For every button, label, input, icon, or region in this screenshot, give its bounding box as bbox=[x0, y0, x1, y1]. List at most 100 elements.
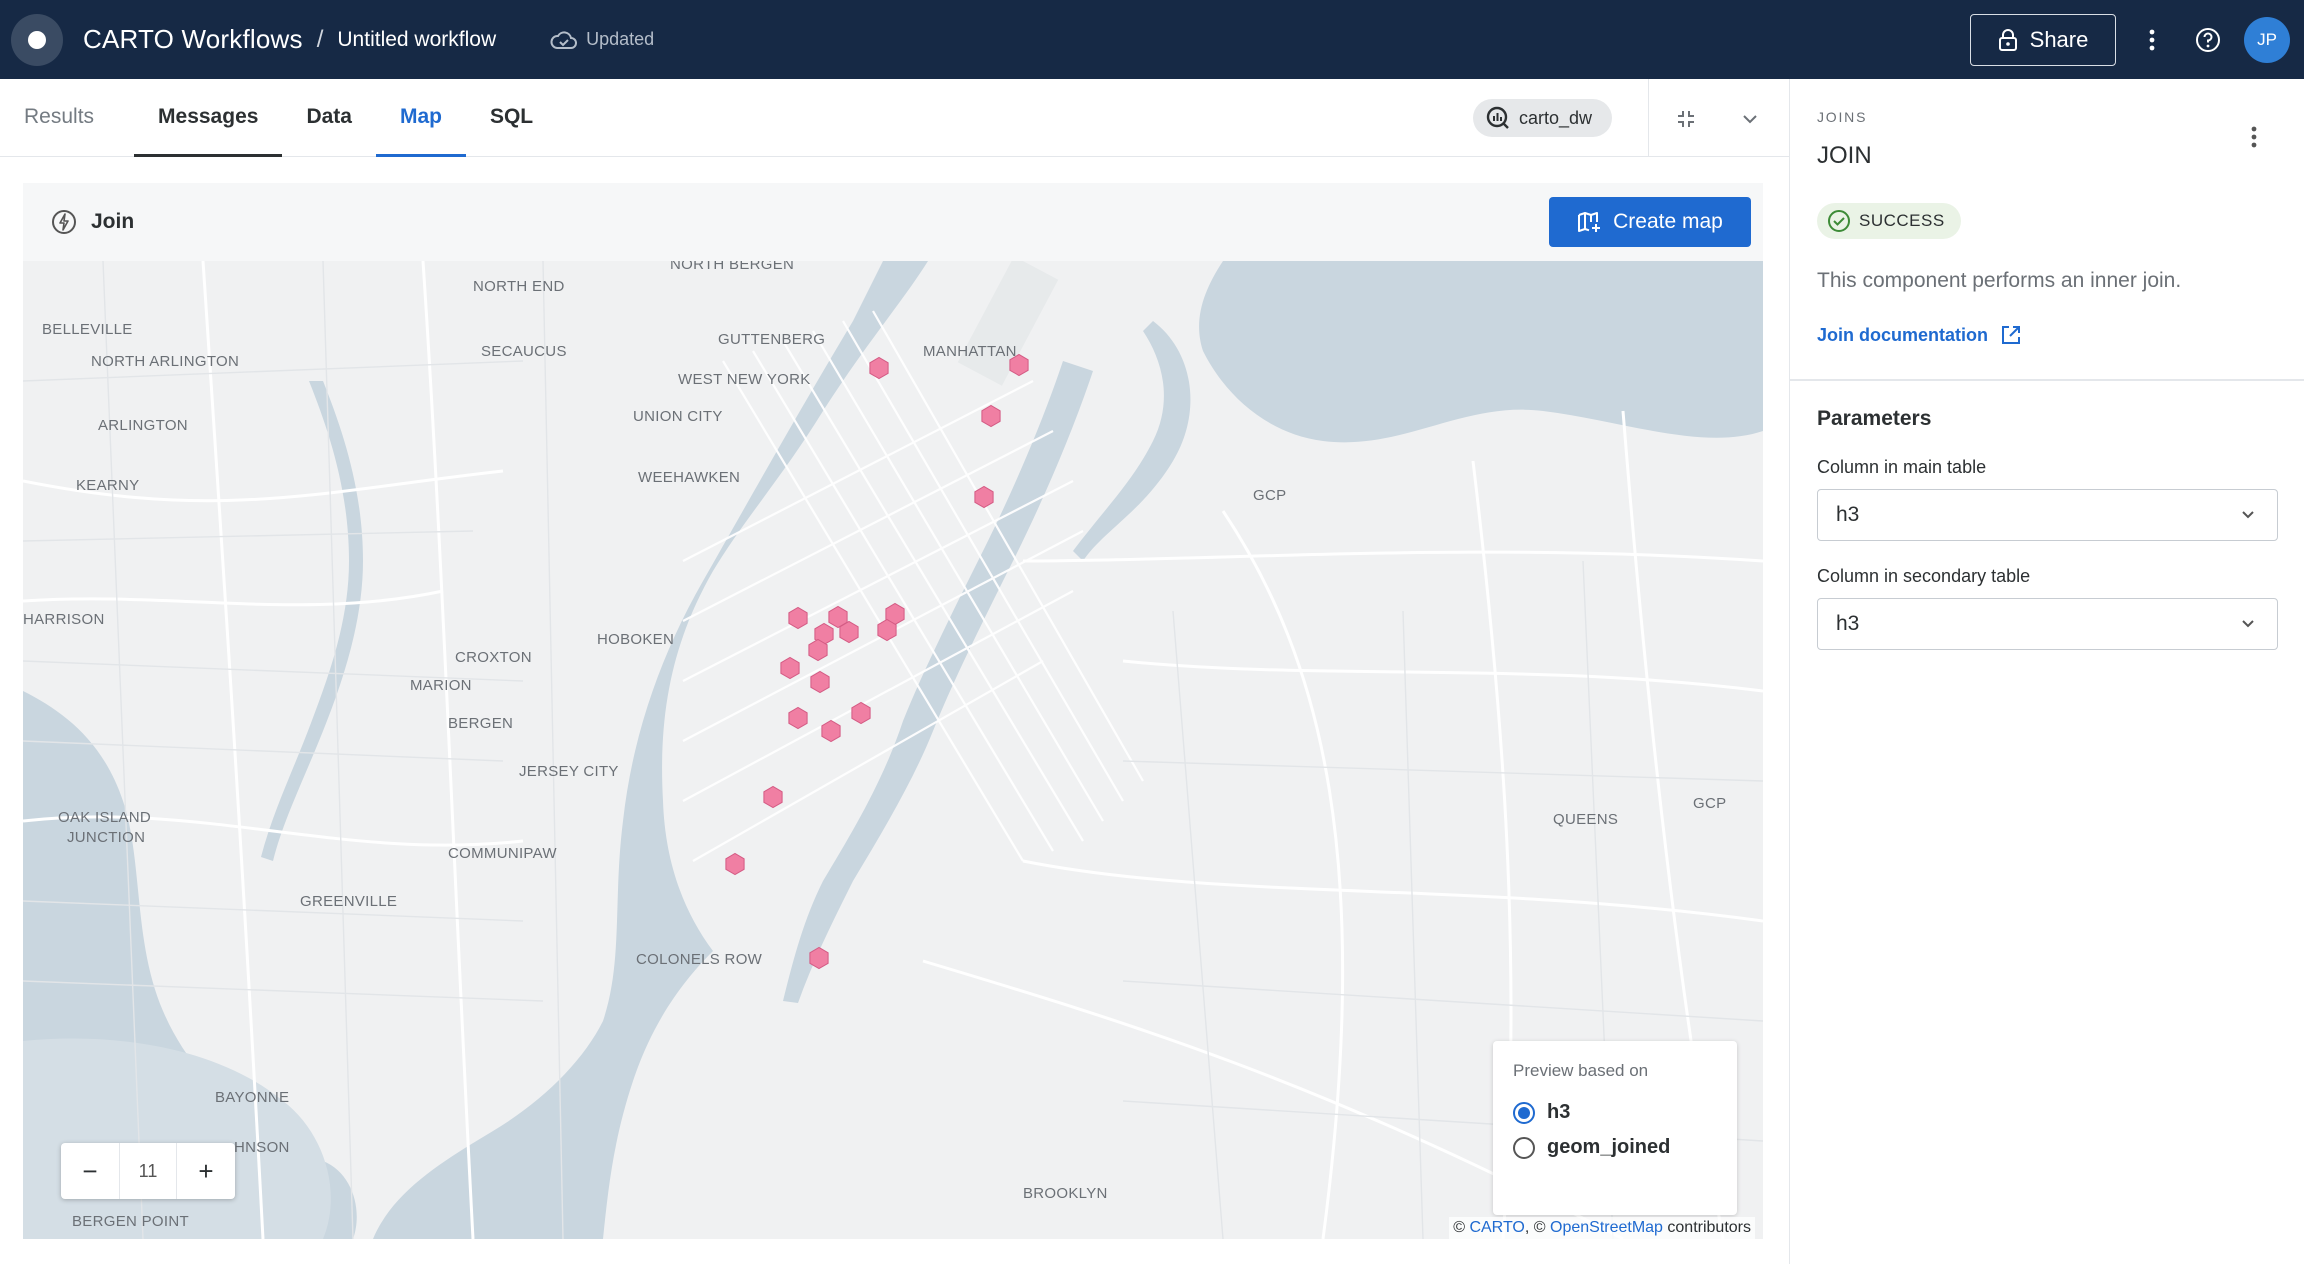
h3-hexagon[interactable] bbox=[810, 670, 830, 694]
select-value: h3 bbox=[1836, 503, 1860, 526]
place-label: HOBOKEN bbox=[597, 631, 675, 648]
h3-hexagon[interactable] bbox=[763, 785, 783, 809]
attribution-text: , © bbox=[1524, 1219, 1550, 1236]
status-text: SUCCESS bbox=[1859, 211, 1945, 230]
secondary-column-select[interactable]: h3 bbox=[1817, 598, 2278, 650]
place-label: BELLEVILLE bbox=[42, 321, 133, 338]
map-panel: Join Create map bbox=[23, 183, 1763, 1239]
place-label: MANHATTAN bbox=[923, 343, 1017, 360]
h3-hexagon[interactable] bbox=[821, 719, 841, 743]
place-label: BERGEN bbox=[448, 715, 514, 732]
zoom-level: 11 bbox=[119, 1143, 177, 1199]
place-label: BERGEN POINT bbox=[72, 1213, 189, 1230]
tab-data[interactable]: Data bbox=[306, 105, 352, 128]
more-options-icon[interactable] bbox=[2132, 20, 2172, 60]
attribution-text: © bbox=[1453, 1219, 1470, 1236]
place-label: JUNCTION bbox=[67, 829, 146, 846]
place-label: COLONELS ROW bbox=[636, 951, 763, 968]
help-icon[interactable] bbox=[2188, 20, 2228, 60]
place-label: COMMUNIPAW bbox=[448, 845, 557, 862]
chevron-down-icon[interactable] bbox=[1730, 99, 1770, 139]
select-value: h3 bbox=[1836, 612, 1860, 635]
create-map-button[interactable]: Create map bbox=[1549, 197, 1751, 247]
bolt-circle-icon bbox=[52, 210, 76, 234]
field-label: Column in main table bbox=[1817, 457, 1987, 477]
place-label: GUTTENBERG bbox=[718, 331, 826, 348]
h3-hexagon[interactable] bbox=[788, 606, 808, 630]
status-badge: SUCCESS bbox=[1817, 203, 1961, 239]
component-category: JOINS bbox=[1817, 109, 1868, 125]
place-label: SECAUCUS bbox=[481, 343, 567, 360]
place-label: BAYONNE bbox=[215, 1089, 290, 1106]
tab-sql[interactable]: SQL bbox=[489, 105, 534, 128]
h3-hexagon[interactable] bbox=[839, 620, 859, 644]
place-label: ARLINGTON bbox=[98, 417, 188, 434]
place-label: WEST NEW YORK bbox=[678, 371, 811, 388]
place-label: OAK ISLAND bbox=[58, 809, 152, 826]
radio-unselected-icon[interactable] bbox=[1513, 1136, 1535, 1159]
radio-option-geom-joined[interactable]: geom_joined bbox=[1513, 1136, 1717, 1159]
carto-logo-icon[interactable] bbox=[11, 13, 63, 66]
workflow-title[interactable]: Untitled workflow bbox=[337, 27, 497, 51]
place-label: KEARNY bbox=[76, 477, 140, 494]
h3-hexagon[interactable] bbox=[851, 701, 871, 725]
tab-results[interactable]: Results bbox=[24, 105, 95, 128]
h3-hexagon[interactable] bbox=[974, 485, 994, 509]
place-label: MARION bbox=[410, 677, 472, 694]
component-description: This component performs an inner join. bbox=[1817, 269, 2182, 292]
h3-hexagon[interactable] bbox=[869, 356, 889, 380]
main-column-select[interactable]: h3 bbox=[1817, 489, 2278, 541]
place-label: GCP bbox=[1253, 487, 1287, 504]
create-map-label: Create map bbox=[1613, 210, 1723, 233]
place-label: GCP bbox=[1693, 795, 1727, 812]
place-label: NORTH BERGEN bbox=[670, 261, 795, 273]
h3-hexagon[interactable] bbox=[885, 602, 905, 626]
connection-name: carto_dw bbox=[1519, 107, 1593, 128]
zoom-in-button[interactable]: + bbox=[198, 1155, 214, 1186]
place-label: WEEHAWKEN bbox=[638, 469, 741, 486]
h3-hexagon[interactable] bbox=[788, 706, 808, 730]
attribution-text: contributors bbox=[1662, 1219, 1751, 1236]
place-label: BROOKLYN bbox=[1023, 1185, 1108, 1202]
h3-hexagon[interactable] bbox=[780, 656, 800, 680]
save-status-text: Updated bbox=[586, 29, 655, 49]
osm-link[interactable]: OpenStreetMap bbox=[1550, 1219, 1663, 1236]
share-label: Share bbox=[2029, 26, 2089, 52]
tab-messages[interactable]: Messages bbox=[134, 78, 283, 157]
h3-hexagon[interactable] bbox=[877, 618, 897, 642]
connection-chip[interactable]: carto_dw bbox=[1473, 99, 1613, 137]
component-panel: JOINS JOIN SUCCESS This component perfor… bbox=[1789, 79, 2304, 1264]
tabs-divider bbox=[1648, 79, 1649, 157]
save-status: Updated bbox=[550, 29, 654, 50]
legend-title: Preview based on bbox=[1513, 1061, 1649, 1080]
zoom-out-button[interactable]: − bbox=[82, 1155, 98, 1186]
h3-hexagon[interactable] bbox=[814, 622, 834, 646]
user-avatar[interactable]: JP bbox=[2244, 16, 2290, 63]
h3-hexagon[interactable] bbox=[725, 852, 745, 876]
map-canvas[interactable]: NORTH BERGEN NORTH END BELLEVILLE SECAUC… bbox=[23, 261, 1763, 1239]
chevron-down-icon bbox=[2242, 620, 2254, 628]
radio-selected-icon[interactable] bbox=[1513, 1101, 1535, 1124]
share-button[interactable]: Share bbox=[1970, 13, 2116, 66]
h3-hexagon[interactable] bbox=[981, 404, 1001, 428]
h3-hexagon[interactable] bbox=[1009, 353, 1029, 377]
breadcrumb-separator: / bbox=[316, 25, 324, 53]
parameters-heading: Parameters bbox=[1817, 407, 1932, 430]
map-attribution: © CARTO, © OpenStreetMap contributors bbox=[1449, 1217, 1755, 1239]
component-more-icon[interactable] bbox=[2239, 117, 2269, 157]
tab-map[interactable]: Map bbox=[375, 78, 466, 157]
h3-hexagon[interactable] bbox=[809, 946, 829, 970]
app-title[interactable]: CARTO Workflows bbox=[83, 24, 303, 54]
documentation-link-text[interactable]: Join documentation bbox=[1817, 324, 1988, 345]
place-label: QUEENS bbox=[1553, 811, 1619, 828]
radio-option-h3[interactable]: h3 bbox=[1513, 1101, 1717, 1124]
check-circle-icon bbox=[1828, 210, 1850, 232]
place-label: UNION CITY bbox=[633, 408, 723, 425]
place-label: JERSEY CITY bbox=[519, 763, 619, 780]
collapse-panel-icon[interactable] bbox=[1666, 99, 1706, 139]
documentation-link[interactable]: Join documentation bbox=[1817, 324, 2022, 346]
external-link-icon[interactable] bbox=[2000, 324, 2022, 346]
carto-link[interactable]: CARTO bbox=[1469, 1219, 1525, 1236]
h3-hexagon[interactable] bbox=[808, 638, 828, 662]
lock-icon bbox=[1998, 28, 2017, 51]
